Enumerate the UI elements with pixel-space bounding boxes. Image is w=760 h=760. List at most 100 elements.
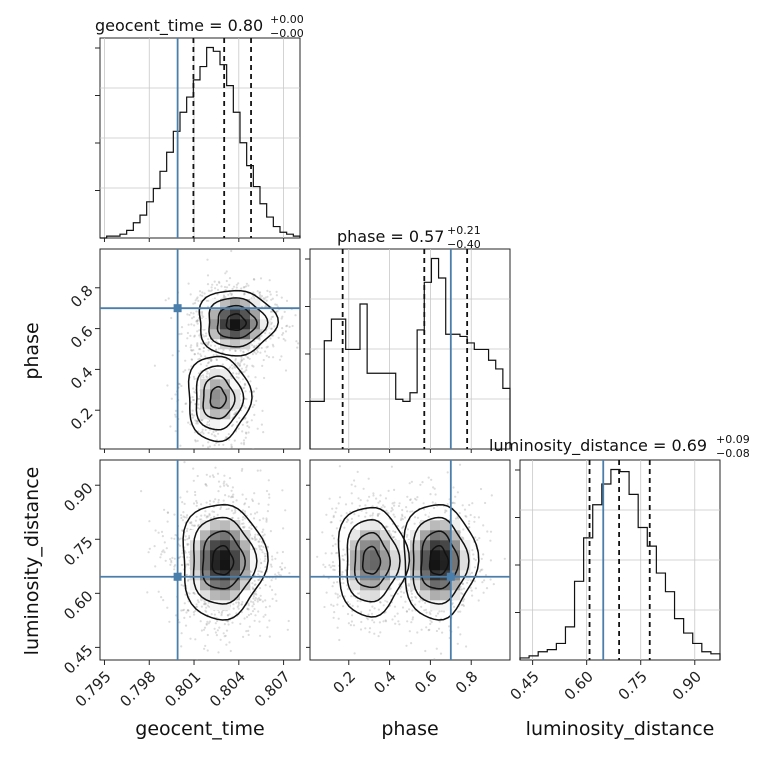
density-cell: [210, 550, 221, 561]
density-cell: [220, 580, 231, 591]
sample-point: [387, 512, 390, 515]
sample-point: [400, 517, 403, 520]
sample-point: [207, 622, 210, 625]
sample-point: [281, 327, 284, 330]
sample-point: [167, 297, 170, 300]
sample-point: [235, 612, 238, 615]
sample-point: [220, 285, 223, 288]
sample-point: [377, 501, 380, 504]
sample-point: [195, 603, 198, 606]
sample-point: [281, 489, 284, 492]
sample-point: [401, 527, 404, 530]
sample-point: [219, 485, 222, 488]
sample-point: [210, 357, 213, 361]
sample-point: [190, 349, 194, 352]
sample-point: [247, 505, 250, 509]
density-cell: [210, 309, 221, 320]
sample-point: [180, 645, 183, 648]
sample-point: [244, 517, 247, 520]
sample-point: [234, 509, 237, 512]
sample-point: [420, 628, 423, 631]
sample-point: [240, 603, 243, 606]
sample-point: [338, 595, 341, 598]
sample-point: [234, 366, 237, 369]
sample-point: [332, 537, 336, 540]
sample-point: [411, 618, 414, 621]
sample-point: [276, 305, 279, 308]
sample-point: [349, 624, 352, 627]
sample-point: [183, 602, 186, 605]
sample-point: [205, 299, 208, 302]
sample-point: [277, 336, 280, 339]
sample-point: [460, 536, 463, 539]
sample-point: [196, 319, 199, 322]
sample-point: [207, 431, 210, 434]
sample-point: [366, 618, 369, 621]
sample-point: [335, 527, 338, 530]
sample-point: [225, 358, 228, 361]
sample-point: [377, 635, 380, 638]
sample-point: [163, 541, 166, 544]
sample-point: [203, 600, 206, 603]
density-cell: [220, 299, 231, 310]
sample-point: [201, 444, 205, 447]
sample-point: [206, 423, 209, 426]
sample-point: [286, 628, 289, 631]
sample-point: [174, 430, 177, 433]
sample-point: [332, 516, 335, 519]
sample-point: [423, 508, 426, 511]
sample-point: [233, 439, 236, 442]
sample-point: [268, 290, 271, 293]
sample-point: [427, 476, 430, 479]
sample-point: [228, 438, 231, 441]
sample-point: [188, 615, 192, 618]
sample-point: [266, 345, 269, 348]
contour-line: [192, 516, 258, 605]
sample-point: [189, 293, 192, 296]
sample-point: [231, 495, 235, 499]
sample-point: [198, 451, 200, 453]
sample-point: [178, 544, 182, 547]
sample-point: [287, 619, 290, 623]
sample-point: [227, 620, 230, 623]
sample-point: [180, 516, 183, 520]
sample-point: [208, 512, 211, 516]
sample-point: [240, 359, 244, 362]
sample-point: [260, 329, 263, 332]
sample-point: [231, 287, 234, 290]
sample-point: [193, 302, 197, 305]
sample-point: [174, 409, 177, 412]
sample-point: [253, 345, 256, 348]
density-cell: [240, 540, 251, 551]
sample-point: [255, 525, 258, 529]
sample-point: [252, 390, 255, 393]
density-cell: [250, 550, 261, 561]
sample-point: [227, 623, 230, 626]
density-cell: [350, 580, 361, 591]
sample-point: [258, 295, 261, 298]
sample-point: [198, 397, 201, 400]
sample-point: [330, 521, 333, 524]
sample-point: [258, 544, 261, 547]
sample-point: [261, 530, 264, 534]
sample-point: [154, 529, 157, 532]
sample-point: [262, 358, 265, 362]
sample-point: [187, 323, 190, 326]
sample-point: [229, 649, 232, 653]
sample-point: [247, 356, 250, 359]
sample-point: [489, 578, 492, 581]
sample-point: [212, 354, 215, 357]
density-cell: [210, 520, 221, 531]
sample-point: [183, 461, 186, 464]
sample-point: [409, 498, 412, 502]
sample-point: [212, 500, 215, 503]
sample-point: [192, 315, 195, 319]
sample-point: [257, 578, 260, 582]
sample-point: [341, 558, 344, 561]
sample-point: [173, 513, 176, 516]
sample-point: [462, 538, 465, 541]
sample-point: [195, 310, 198, 313]
sample-point: [227, 448, 230, 449]
sample-point: [350, 517, 353, 521]
density-cell: [430, 530, 441, 541]
